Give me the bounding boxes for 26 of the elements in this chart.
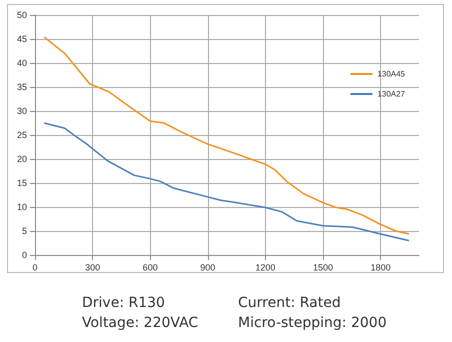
y-tick-label: 15	[16, 178, 27, 188]
y-tick-label: 5	[22, 226, 27, 236]
line-series	[43, 122, 410, 242]
x-tick-label: 600	[142, 262, 158, 272]
y-tick-label: 10	[16, 202, 27, 212]
y-tick-label: 45	[16, 34, 27, 44]
text: Drive: R130	[82, 295, 165, 311]
x-tick-label: 300	[85, 262, 100, 272]
y-tick-label: 20	[16, 154, 27, 164]
y-tick-label: 25	[16, 130, 27, 140]
y-tick-label: 35	[16, 82, 27, 92]
text: Voltage: 220VAC	[82, 315, 198, 331]
x-tick-label: 1200	[255, 262, 276, 272]
y-tick-label: 50	[16, 10, 27, 20]
x-tick-label: 1500	[312, 262, 334, 272]
text: Current: Rated	[238, 295, 341, 311]
text: Micro-stepping: 2000	[238, 315, 387, 331]
y-tick-label: 40	[16, 58, 27, 68]
y-tick-label: 30	[16, 106, 27, 116]
legend-label: 130A27	[377, 90, 406, 98]
line-series	[43, 36, 410, 235]
legend-label: 130A45	[377, 70, 406, 78]
x-tick-label: 1800	[370, 262, 391, 272]
x-tick-label: 900	[200, 262, 216, 272]
x-tick-label: 0	[32, 262, 38, 272]
y-tick-label: 0	[22, 250, 27, 260]
